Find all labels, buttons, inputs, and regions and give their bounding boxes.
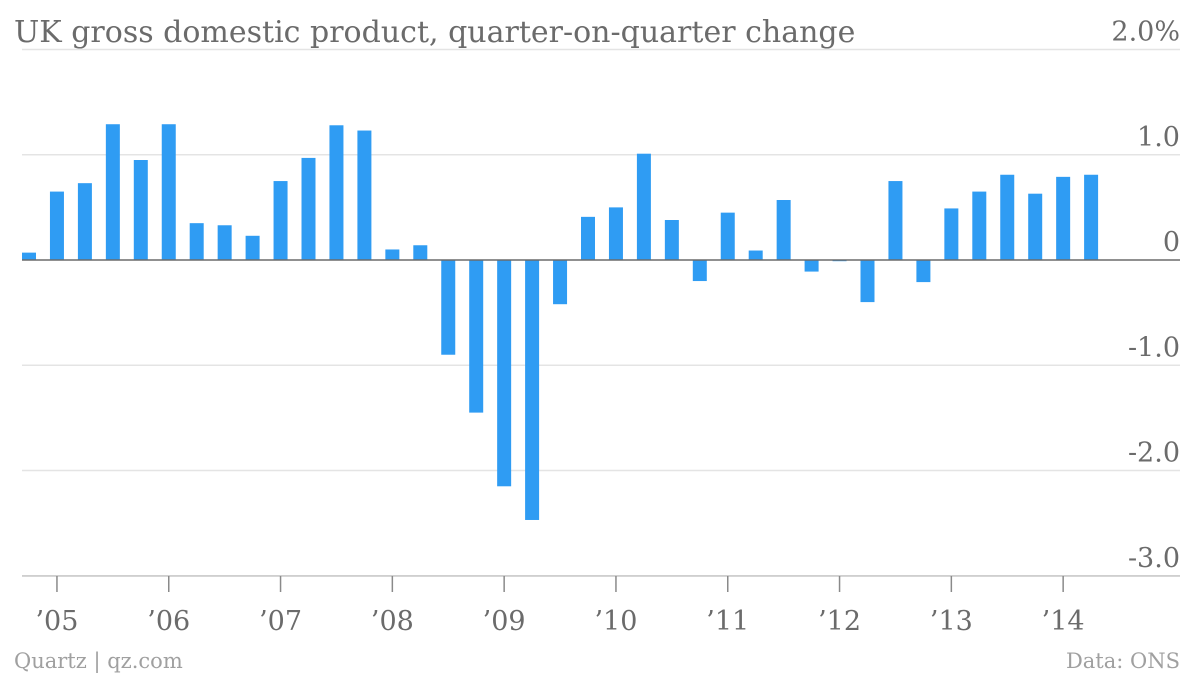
bar (245, 235, 260, 260)
bar (133, 160, 148, 260)
bar (441, 260, 456, 355)
bar (357, 130, 372, 260)
bar (189, 223, 204, 260)
bar (161, 124, 176, 260)
x-tick-label: ’06 (147, 606, 190, 637)
chart-source: Data: ONS (1066, 649, 1180, 673)
y-tick-label: -1.0 (1128, 332, 1180, 363)
bar (469, 260, 484, 413)
x-tick-label: ’08 (371, 606, 414, 637)
x-tick-label: ’12 (818, 606, 861, 637)
bar (105, 124, 120, 260)
bar (1084, 174, 1099, 260)
bar (217, 225, 232, 260)
bar (301, 157, 316, 260)
bar (1028, 193, 1043, 260)
y-tick-labels: 2.0% 1.0 0 -1.0 -2.0 -3.0 (1111, 17, 1180, 574)
x-tick-labels: ’05 ’06 ’07 ’08 ’09 ’10 ’11 ’12 ’13 ’14 (35, 576, 1085, 637)
bar (77, 183, 92, 260)
chart-title: UK gross domestic product, quarter-on-qu… (14, 15, 855, 50)
x-tick-label: ’05 (35, 606, 78, 637)
chart-credit: Quartz | qz.com (14, 649, 183, 674)
x-tick-label: ’13 (930, 606, 973, 637)
gridlines (22, 48, 1180, 577)
bar (944, 208, 959, 260)
bar (664, 220, 679, 260)
x-tick-label: ’11 (706, 606, 749, 637)
bar (804, 260, 819, 272)
bar (860, 260, 875, 303)
bar (608, 207, 623, 261)
y-tick-label: 0 (1163, 227, 1180, 258)
y-tick-label: 2.0% (1111, 17, 1180, 48)
bar (273, 181, 288, 260)
y-tick-label: -2.0 (1128, 438, 1180, 469)
bar (329, 125, 344, 260)
x-tick-label: ’09 (483, 606, 526, 637)
bar (385, 249, 400, 260)
bar (525, 260, 540, 520)
bar (776, 200, 791, 260)
bar (888, 181, 903, 260)
x-tick-label: ’14 (1042, 606, 1085, 637)
bar (916, 260, 931, 283)
bars (22, 124, 1099, 520)
bar (553, 260, 568, 305)
y-tick-label: 1.0 (1137, 122, 1180, 153)
bar (49, 191, 64, 260)
bar (972, 191, 987, 260)
bar (692, 260, 707, 282)
bar (413, 245, 428, 260)
bar (1000, 174, 1015, 260)
bar (720, 212, 735, 260)
bar (636, 153, 651, 260)
bar (22, 252, 36, 260)
bar (581, 216, 595, 260)
y-tick-label: -3.0 (1128, 543, 1180, 574)
bar (748, 250, 763, 260)
bar (497, 260, 512, 487)
x-tick-label: ’07 (259, 606, 302, 637)
x-tick-label: ’10 (594, 606, 637, 637)
bar (1056, 176, 1071, 260)
